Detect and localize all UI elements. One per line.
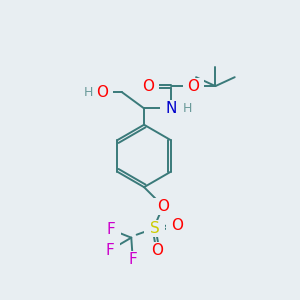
FancyBboxPatch shape xyxy=(160,100,181,117)
Text: F: F xyxy=(106,222,115,237)
FancyBboxPatch shape xyxy=(153,198,174,215)
FancyBboxPatch shape xyxy=(177,100,198,117)
Text: H: H xyxy=(182,102,192,115)
FancyBboxPatch shape xyxy=(92,84,113,100)
FancyBboxPatch shape xyxy=(100,242,120,259)
Text: O: O xyxy=(187,79,199,94)
Text: S: S xyxy=(150,221,159,236)
Text: O: O xyxy=(142,79,154,94)
FancyBboxPatch shape xyxy=(122,251,143,267)
FancyBboxPatch shape xyxy=(100,221,121,238)
Text: N: N xyxy=(165,101,176,116)
FancyBboxPatch shape xyxy=(144,220,165,237)
FancyBboxPatch shape xyxy=(78,84,99,100)
Text: O: O xyxy=(96,85,108,100)
Text: F: F xyxy=(106,243,114,258)
Text: O: O xyxy=(152,243,164,258)
Text: H: H xyxy=(83,85,93,98)
FancyBboxPatch shape xyxy=(183,78,203,94)
Text: O: O xyxy=(158,199,169,214)
Text: F: F xyxy=(128,252,137,267)
FancyBboxPatch shape xyxy=(138,78,159,94)
FancyBboxPatch shape xyxy=(166,218,187,234)
FancyBboxPatch shape xyxy=(147,242,168,259)
Text: O: O xyxy=(171,218,183,233)
